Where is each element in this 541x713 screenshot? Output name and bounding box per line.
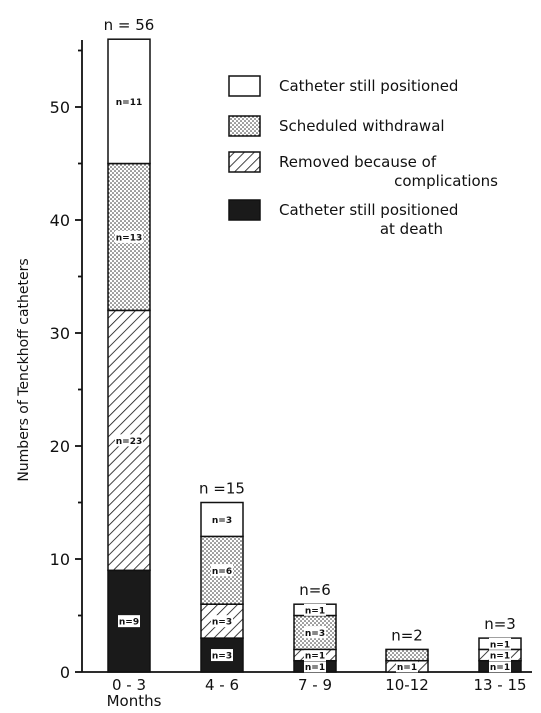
legend-swatch bbox=[228, 199, 261, 221]
segment-label-box bbox=[396, 660, 418, 673]
segment-label: n=1 bbox=[305, 663, 325, 673]
segment-label: n=1 bbox=[490, 652, 510, 662]
bar-total-label: n =15 bbox=[199, 480, 245, 498]
bar-total-label: n = 56 bbox=[104, 16, 155, 34]
segment-label-box bbox=[489, 649, 511, 662]
segment-label-box bbox=[304, 660, 326, 673]
legend-swatch bbox=[228, 75, 261, 97]
bar-total-label: n=6 bbox=[299, 581, 331, 599]
legend-label: at death bbox=[380, 220, 443, 238]
legend: Catheter still positioned Scheduled withd… bbox=[228, 75, 498, 238]
segment-label-box bbox=[304, 603, 326, 616]
y-tick-label: 40 bbox=[50, 211, 70, 230]
segment-label: n=1 bbox=[490, 663, 510, 673]
y-tick-label: 50 bbox=[50, 98, 70, 117]
segment-label: n=1 bbox=[397, 663, 417, 673]
axes: 0 10 20 30 40 50 0 - 3 4 - 6 7 - 9 10-12 13 - 15 bbox=[50, 40, 532, 694]
segment-label-box bbox=[489, 637, 511, 650]
segment-label-box bbox=[115, 230, 143, 243]
x-tick-label: 13 - 15 bbox=[473, 676, 526, 694]
segment-label: n=13 bbox=[116, 233, 142, 243]
segment-label-box bbox=[115, 434, 143, 447]
legend-label: Catheter still positioned bbox=[279, 77, 458, 95]
segment-label: n=1 bbox=[305, 606, 325, 616]
segment-label: n=11 bbox=[116, 98, 142, 108]
segment-label: n=3 bbox=[212, 618, 232, 628]
legend-label: Removed because of bbox=[279, 153, 437, 171]
legend-label: Catheter still positioned bbox=[279, 201, 458, 219]
segment-label: n=23 bbox=[116, 437, 142, 447]
segment-label-box bbox=[489, 660, 511, 673]
y-tick-label: 0 bbox=[60, 663, 70, 682]
bar-segment bbox=[385, 648, 429, 662]
bar-total-label: n=3 bbox=[484, 615, 516, 633]
y-tick-label: 10 bbox=[50, 550, 70, 569]
y-tick-label: 30 bbox=[50, 324, 70, 343]
segment-label-box bbox=[211, 615, 233, 628]
x-tick-label: 7 - 9 bbox=[298, 676, 332, 694]
x-axis-unit-label: Months bbox=[107, 692, 162, 710]
y-tick-label: 20 bbox=[50, 437, 70, 456]
segment-label-box bbox=[304, 649, 326, 662]
segment-label-box bbox=[118, 615, 140, 628]
segment-label: n=3 bbox=[212, 516, 232, 526]
x-tick-label: 4 - 6 bbox=[205, 676, 239, 694]
segment-label: n=1 bbox=[305, 652, 325, 662]
segment-label-box bbox=[304, 626, 326, 639]
legend-label: complications bbox=[394, 172, 498, 190]
segment-label-box bbox=[211, 649, 233, 662]
segment-label: n=9 bbox=[119, 618, 139, 628]
x-tick-label: 0 - 3 bbox=[112, 676, 146, 694]
segment-label-box bbox=[115, 95, 143, 108]
y-axis-title: Numbers of Tenckhoff catheters bbox=[16, 258, 32, 481]
bar-total-label: n=2 bbox=[391, 626, 423, 644]
bars: n=9 n=23 n=13 n=11 n = 56 n=3 n=3 n=6 n=3 n =15 n=… bbox=[104, 16, 522, 673]
legend-swatch bbox=[228, 151, 261, 173]
segment-label-box bbox=[211, 513, 233, 526]
legend-label: Scheduled withdrawal bbox=[279, 117, 445, 135]
segment-label: n=3 bbox=[305, 629, 325, 639]
segment-label: n=1 bbox=[490, 640, 510, 650]
segment-label-box bbox=[211, 564, 233, 577]
legend-swatch bbox=[228, 115, 261, 137]
segment-label: n=6 bbox=[212, 567, 232, 577]
segment-label: n=3 bbox=[212, 652, 232, 662]
x-tick-label: 10-12 bbox=[385, 676, 429, 694]
